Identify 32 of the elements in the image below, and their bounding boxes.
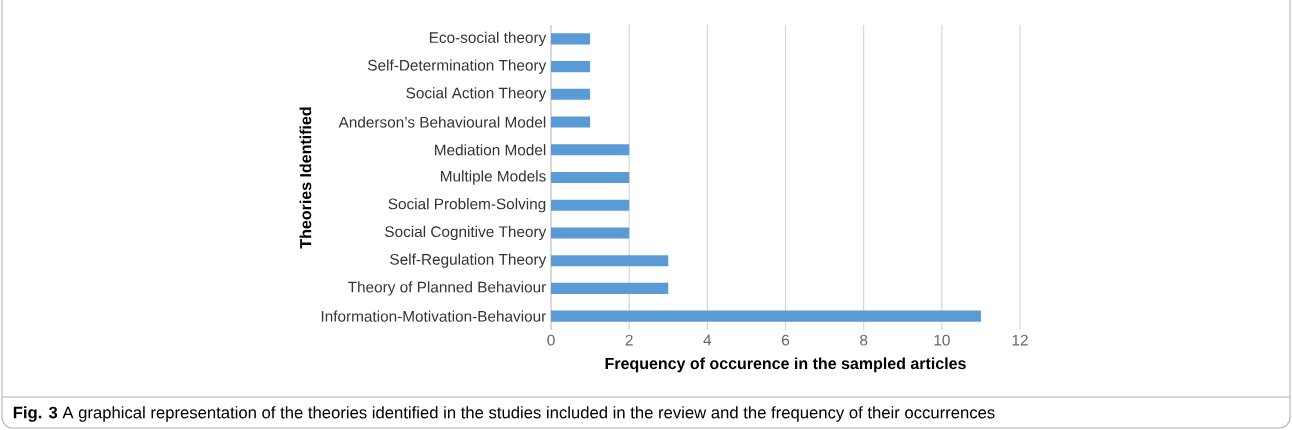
text: Fig. 3 A graphical representation of the theories identified in the studies included in the review and the frequency of their occurrences <box>13 406 995 422</box>
bar <box>551 310 981 322</box>
y-tick-label: Social Action Theory <box>406 87 547 102</box>
y-tick-label: Mediation Model <box>435 144 546 156</box>
bar <box>551 199 630 211</box>
y-tick-label: Social Cognitive Theory <box>385 225 547 241</box>
bar <box>551 144 630 156</box>
y-tick-label: Social Problem-Solving <box>388 198 546 213</box>
x-tick-label: 8 <box>860 334 868 346</box>
y-axis-title: Theories Identified <box>299 107 312 249</box>
x-tick-label: 4 <box>703 334 712 346</box>
bar <box>551 171 630 184</box>
bar <box>551 227 630 239</box>
x-axis-title: Frequency of occurence in the sampled articles <box>605 357 966 373</box>
x-tick-label: 10 <box>934 334 950 346</box>
bar <box>551 116 591 128</box>
bar <box>551 88 591 100</box>
x-tick-label: 6 <box>782 334 790 346</box>
bar <box>551 255 669 267</box>
y-tick-label: Multiple Models <box>441 170 546 185</box>
y-tick-label: Self-Regulation Theory <box>390 253 547 268</box>
x-tick-label: 0 <box>547 334 555 346</box>
x-tick-label: 2 <box>625 334 633 346</box>
bar <box>551 61 591 73</box>
bar <box>551 282 669 294</box>
y-tick-label: Anderson’s Behavioural Model <box>338 116 546 128</box>
x-tick-label: 12 <box>1012 334 1028 346</box>
y-tick-label: Information-Motivation-Behaviour <box>321 310 547 322</box>
y-tick-label: Self-Determination Theory <box>368 59 547 74</box>
y-tick-label: Eco-social theory <box>429 31 547 47</box>
bar <box>551 33 591 45</box>
y-tick-label: Theory of Planned Behaviour <box>348 281 546 296</box>
